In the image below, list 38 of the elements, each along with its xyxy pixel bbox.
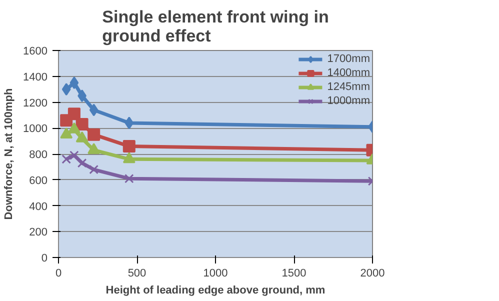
point xyxy=(68,122,80,134)
point xyxy=(68,108,80,120)
legend-label: 1700mm xyxy=(327,52,370,66)
y-tick-label: 600 xyxy=(29,174,48,187)
x-tick-label: 0 xyxy=(55,268,62,280)
x-tick-label: 500 xyxy=(128,268,146,280)
chart-title: Single element front wing in ground effect xyxy=(102,8,329,46)
x-tick-label: 1000 xyxy=(203,268,228,280)
point xyxy=(60,127,73,139)
point xyxy=(88,143,100,154)
y-tick-label: 1600 xyxy=(23,46,48,58)
point xyxy=(122,152,136,164)
point xyxy=(62,83,71,96)
point xyxy=(77,158,87,168)
legend-label: 1400mm xyxy=(327,66,370,80)
y-tick-label: 400 xyxy=(29,200,48,213)
y-axis-title: Downforce, N, at 100mph xyxy=(3,88,16,220)
point xyxy=(70,150,79,160)
legend-label: 1245mm xyxy=(327,80,370,94)
x-axis-title: Height of leading edge above ground, mm xyxy=(106,284,326,296)
point xyxy=(89,164,98,174)
point xyxy=(89,104,98,116)
point xyxy=(122,140,136,152)
y-tick-label: 1200 xyxy=(23,97,48,110)
y-tick-label: 1400 xyxy=(23,71,48,84)
y-tick-label: 1000 xyxy=(23,123,48,136)
x-tick-label: 1500 xyxy=(282,268,306,280)
point xyxy=(88,128,100,141)
point xyxy=(76,131,88,142)
x-tick-label: 2000 xyxy=(360,268,385,280)
point xyxy=(76,118,88,130)
point xyxy=(62,154,71,164)
y-tick-label: 800 xyxy=(29,149,48,161)
point xyxy=(124,174,134,184)
y-tick-label: 0 xyxy=(41,252,48,264)
point xyxy=(124,116,134,130)
y-tick-label: 200 xyxy=(29,226,48,239)
point xyxy=(70,76,79,90)
